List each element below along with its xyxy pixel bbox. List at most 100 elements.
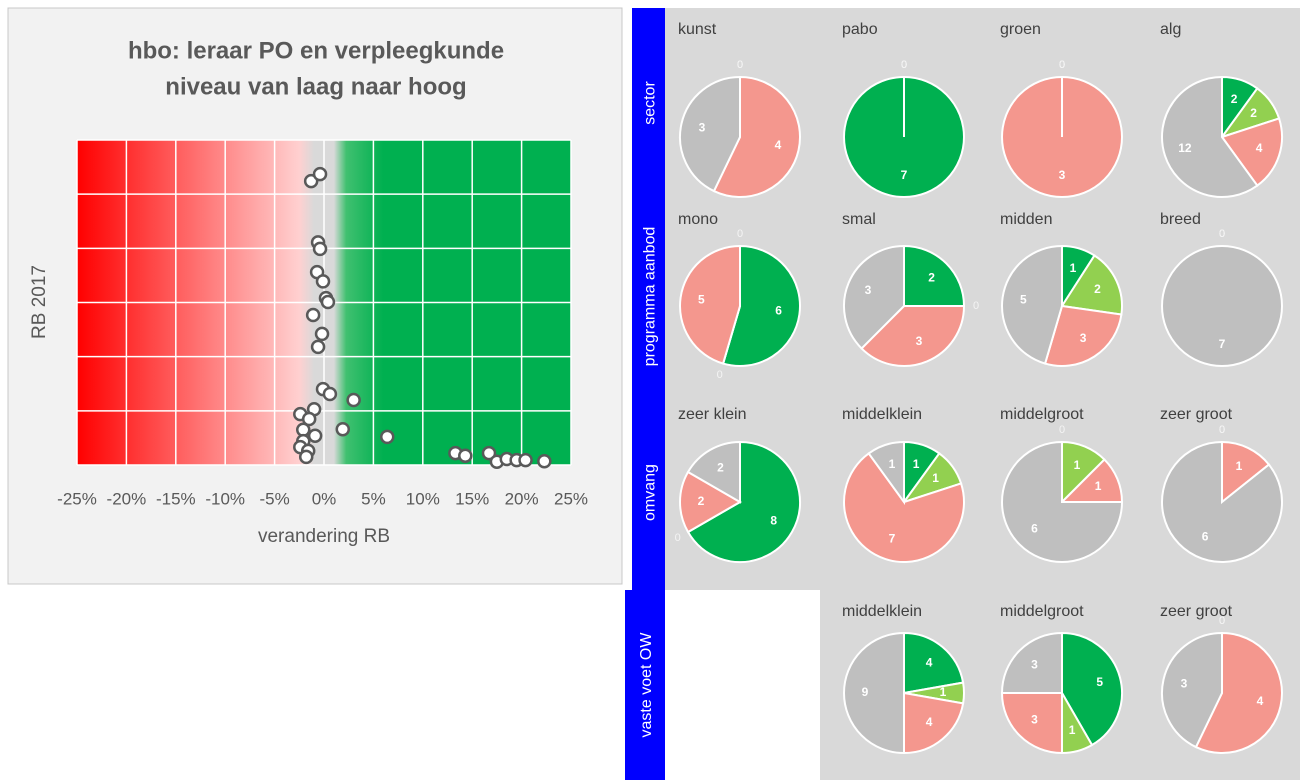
pie-slice: [1043, 304, 1123, 367]
pie-slice: [1001, 244, 1063, 365]
data-label: 9: [862, 685, 869, 699]
data-point: [458, 448, 473, 464]
data-label: 0: [1059, 424, 1065, 436]
x-tick-label: -25%: [57, 489, 97, 508]
pie-slice: [686, 440, 741, 504]
data-point: [518, 452, 533, 468]
data-label: 2: [928, 271, 935, 285]
data-label: 0: [737, 59, 743, 71]
data-label: 0: [1219, 615, 1225, 627]
pie-slice: [1000, 631, 1063, 694]
x-tick-label: -15%: [156, 489, 196, 508]
data-label: 2: [1094, 282, 1101, 296]
pie-title: kunst: [678, 21, 717, 38]
data-label: 0: [1219, 424, 1225, 436]
data-label: 0: [1219, 228, 1225, 240]
pie-title: mono: [678, 211, 718, 228]
data-label: 1: [913, 457, 920, 471]
data-label: 0: [901, 59, 907, 71]
data-point: [346, 392, 361, 408]
data-label: 8: [770, 514, 777, 528]
x-tick-label: 25%: [554, 489, 588, 508]
pie-title: middelgroot: [1000, 406, 1084, 423]
data-label: 2: [1250, 106, 1257, 120]
pie-slice: [1161, 440, 1283, 563]
x-tick-label: -10%: [205, 489, 245, 508]
pie-title: groen: [1000, 21, 1041, 38]
data-label: 0: [973, 300, 979, 312]
data-label: 2: [717, 460, 724, 474]
pie-slice: [1221, 440, 1271, 505]
data-label: 3: [1031, 713, 1038, 727]
x-tick-label: -5%: [259, 489, 289, 508]
pie-title: smal: [842, 211, 876, 228]
pie-slice: [1000, 692, 1063, 755]
chart-title: niveau van laag naar hoog: [165, 73, 466, 100]
data-point: [298, 449, 314, 465]
data-label: 2: [1231, 92, 1238, 106]
data-label: 0: [1219, 228, 1225, 240]
chart-title: hbo: leraar PO en verpleegkunde: [128, 37, 504, 64]
data-label: 7: [1219, 337, 1226, 351]
row-label-bg: [625, 590, 665, 780]
y-axis-label: RB 2017: [29, 265, 50, 339]
data-point: [310, 339, 326, 355]
pie-slice: [843, 631, 905, 755]
pie-title: zeer groot: [1160, 603, 1233, 620]
data-point: [537, 453, 552, 469]
row-label-bg: [632, 395, 665, 590]
data-label: 1: [1069, 723, 1076, 737]
data-label: 4: [926, 655, 933, 669]
data-label: 3: [1031, 658, 1038, 672]
pie-slice: [721, 244, 801, 367]
x-tick-label: 10%: [406, 489, 440, 508]
pie-slice: [903, 244, 966, 307]
pie-slice: [843, 452, 965, 563]
pie-slice: [1161, 631, 1223, 749]
x-tick-label: 0%: [312, 489, 337, 508]
data-label: 1: [1095, 479, 1102, 493]
row-label: omvang: [642, 464, 659, 521]
row-label-bg: [632, 198, 665, 395]
data-label: 1: [1236, 459, 1243, 473]
pie-slice: [903, 691, 965, 755]
data-label: 0: [737, 228, 743, 240]
data-label: 5: [698, 293, 705, 307]
data-label: 1: [1070, 261, 1077, 275]
pie-slice: [686, 440, 801, 563]
row-label-bg: [632, 8, 665, 198]
pie-slice: [679, 244, 741, 365]
data-label: 0: [1059, 59, 1065, 71]
data-point: [314, 326, 330, 342]
pie-slice: [843, 244, 905, 350]
data-label: 1: [940, 685, 947, 699]
data-point: [320, 294, 336, 310]
pie-slice: [867, 440, 905, 506]
data-label: 0: [901, 59, 907, 71]
row-label: programma aanbod: [642, 227, 659, 367]
data-label: 12: [1178, 141, 1192, 155]
data-label: 3: [1181, 676, 1188, 690]
pie-slice: [1161, 75, 1259, 198]
pie-title: alg: [1160, 21, 1181, 38]
data-label: 4: [1256, 141, 1263, 155]
data-label: 4: [926, 715, 933, 729]
data-label: 0: [901, 59, 907, 71]
data-label: 1: [889, 457, 896, 471]
data-label: 3: [1080, 331, 1087, 345]
data-label: 7: [889, 531, 896, 545]
data-label: 0: [1219, 424, 1225, 436]
pie-slice: [1060, 254, 1123, 316]
pie-title: middelklein: [842, 406, 922, 423]
row-label: vaste voet OW: [638, 632, 655, 738]
data-label: 1: [932, 471, 939, 485]
pie-slice: [1220, 117, 1283, 187]
pie-slice: [1194, 631, 1283, 754]
pie-slice: [903, 631, 965, 695]
data-label: 0: [675, 532, 681, 544]
pie-slice: [712, 75, 801, 198]
pie-title: zeer groot: [1160, 406, 1233, 423]
pie-slice: [679, 470, 743, 534]
x-axis-label: verandering RB: [258, 526, 390, 547]
x-tick-label: 5%: [361, 489, 386, 508]
